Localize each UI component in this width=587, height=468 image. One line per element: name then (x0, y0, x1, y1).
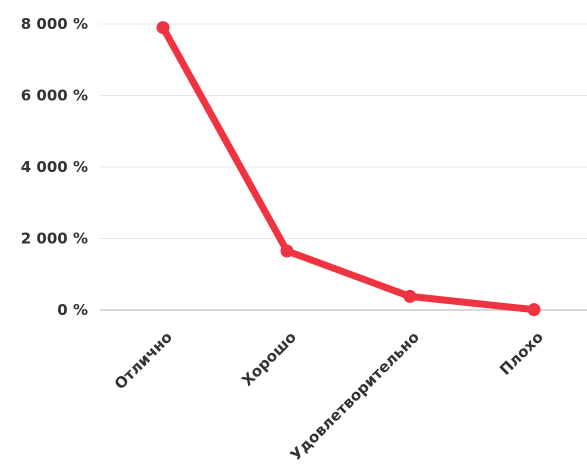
y-tick-label: 4 000 % (21, 158, 88, 176)
data-point (527, 303, 541, 317)
x-tick-label: Удовлетворительно (287, 328, 423, 464)
data-point (403, 289, 417, 303)
y-axis-ticks: 0 % 2 000 % 4 000 % 6 000 % 8 000 % (21, 15, 88, 319)
x-tick-label: Хорошо (238, 328, 300, 390)
grid-lines (100, 23, 587, 311)
x-tick-label: Плохо (496, 328, 547, 379)
y-tick-label: 0 % (57, 301, 88, 319)
series-group (156, 21, 541, 317)
x-tick-label: Отлично (111, 328, 176, 393)
series-line (159, 24, 538, 314)
y-tick-label: 6 000 % (21, 87, 88, 105)
y-tick-label: 8 000 % (21, 15, 88, 33)
data-point (280, 244, 294, 258)
y-tick-label: 2 000 % (21, 230, 88, 248)
data-point (156, 21, 170, 35)
